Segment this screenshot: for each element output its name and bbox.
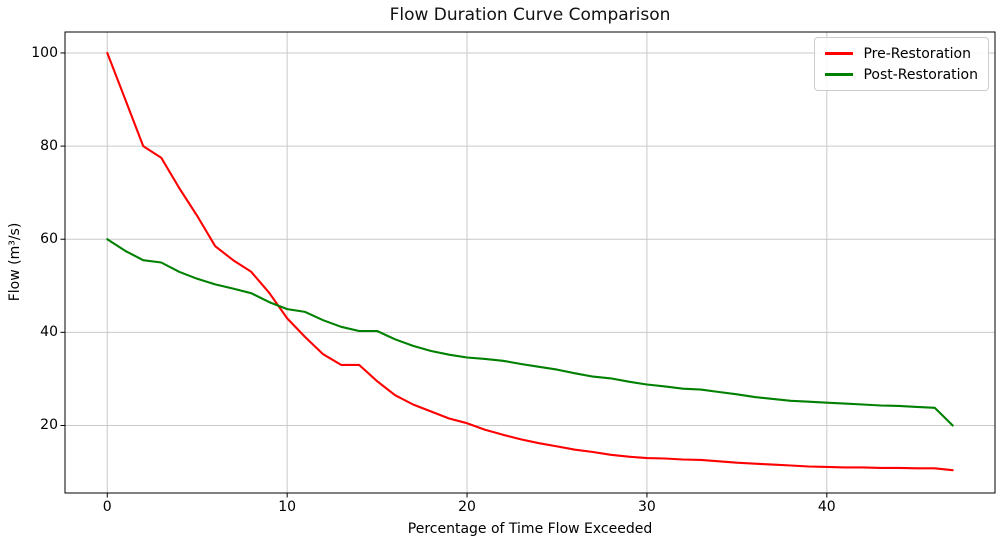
legend: Pre-Restoration Post-Restoration	[814, 37, 989, 91]
legend-line-sample-post-restoration	[825, 73, 854, 76]
y-tick-label: 40	[40, 324, 58, 341]
x-axis-label: Percentage of Time Flow Exceeded	[407, 521, 653, 537]
x-tick-label: 0	[102, 499, 112, 515]
x-tick-label: 30	[638, 499, 656, 515]
legend-label-post-restoration: Post-Restoration	[863, 66, 978, 83]
x-tick-label: 20	[458, 499, 476, 515]
series-line-pre-restoration	[106, 51, 954, 472]
x-tick-label: 10	[278, 499, 297, 515]
legend-line-sample-pre-restoration	[825, 52, 854, 55]
chart-title: Flow Duration Curve Comparison	[389, 5, 671, 25]
legend-label-pre-restoration: Pre-Restoration	[863, 45, 971, 62]
legend-entry-post-restoration: Post-Restoration	[825, 64, 978, 85]
x-tick-label: 40	[817, 499, 836, 515]
y-tick-label: 60	[40, 231, 58, 248]
y-tick-label: 20	[40, 417, 58, 434]
y-tick-label: 80	[40, 138, 58, 155]
axes-spine	[64, 31, 996, 494]
y-tick-label: 100	[31, 44, 58, 61]
legend-entry-pre-restoration: Pre-Restoration	[825, 43, 978, 64]
series-line-post-restoration	[106, 238, 954, 427]
